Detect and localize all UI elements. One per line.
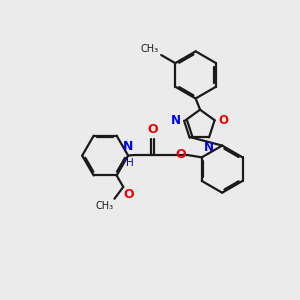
Text: O: O [219,114,229,127]
Text: O: O [176,148,186,161]
Text: O: O [124,188,134,201]
Text: N: N [123,140,134,153]
Text: CH₃: CH₃ [141,44,159,54]
Text: CH₃: CH₃ [95,200,113,211]
Text: N: N [204,141,214,154]
Text: H: H [126,158,134,168]
Text: N: N [171,114,182,127]
Text: O: O [147,123,158,136]
